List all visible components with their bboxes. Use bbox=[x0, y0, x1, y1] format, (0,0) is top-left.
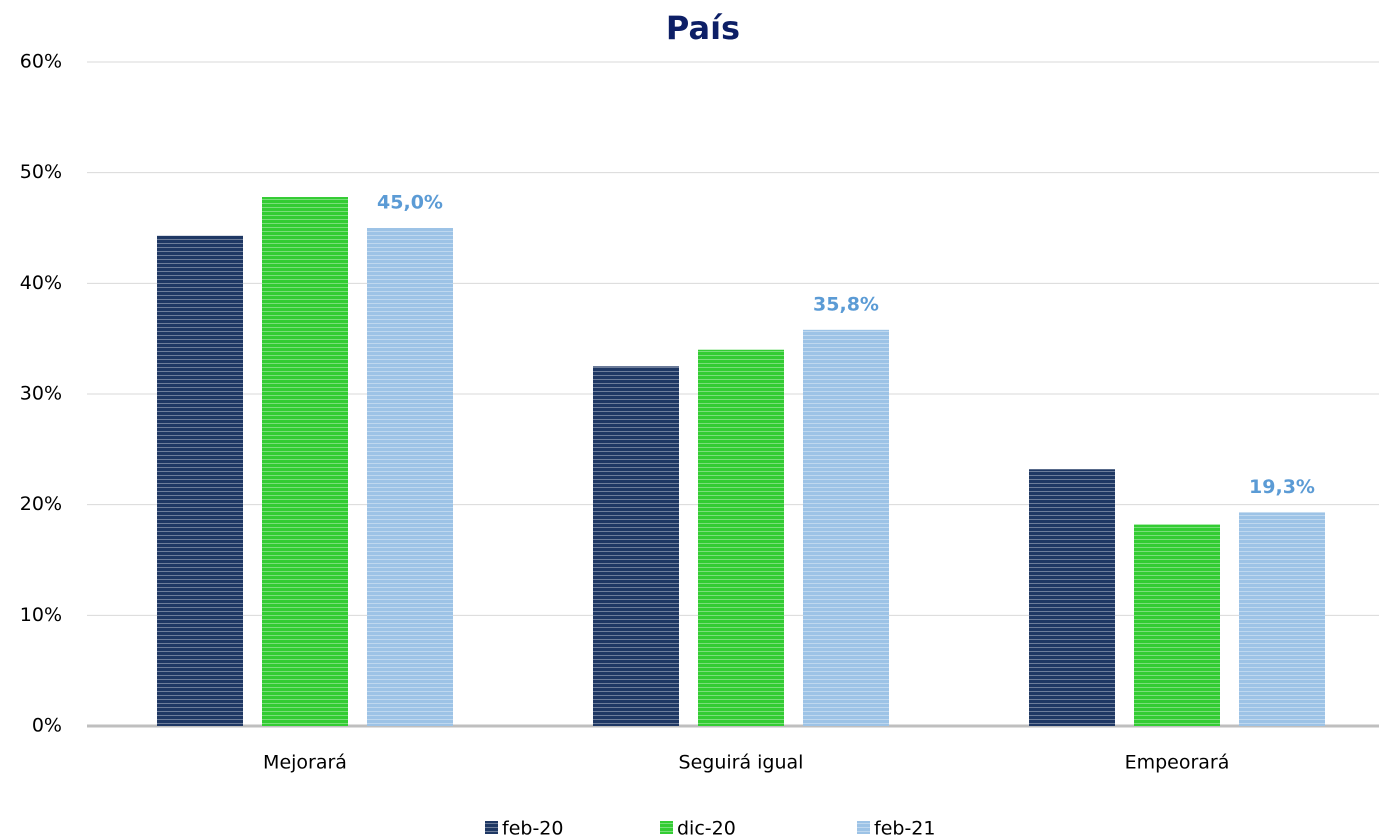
legend-label: feb-20 bbox=[502, 818, 563, 840]
legend-swatch bbox=[660, 821, 673, 834]
bar bbox=[367, 228, 453, 726]
y-tick-label: 40% bbox=[20, 272, 62, 294]
y-tick-label: 60% bbox=[20, 51, 62, 73]
legend-label: dic-20 bbox=[677, 818, 736, 840]
x-tick-label: Seguirá igual bbox=[679, 752, 804, 774]
legend-swatch bbox=[857, 821, 870, 834]
bar bbox=[1029, 469, 1115, 726]
value-label: 45,0% bbox=[377, 192, 443, 214]
bar bbox=[593, 366, 679, 726]
x-tick-label: Empeorará bbox=[1125, 752, 1230, 774]
bar bbox=[157, 235, 243, 726]
y-tick-label: 30% bbox=[20, 383, 62, 405]
bar bbox=[1134, 524, 1220, 726]
value-label: 19,3% bbox=[1249, 476, 1315, 498]
legend-swatch bbox=[485, 821, 498, 834]
bar bbox=[262, 197, 348, 727]
bar bbox=[803, 329, 889, 726]
chart-title: País bbox=[666, 9, 740, 47]
y-tick-label: 10% bbox=[20, 604, 62, 626]
y-tick-label: 50% bbox=[20, 161, 62, 183]
bar bbox=[698, 349, 784, 726]
x-tick-label: Mejorará bbox=[263, 752, 347, 774]
y-tick-label: 20% bbox=[20, 493, 62, 515]
value-label: 35,8% bbox=[813, 293, 879, 315]
bar bbox=[1239, 512, 1325, 726]
y-tick-label: 0% bbox=[32, 715, 62, 737]
legend-label: feb-21 bbox=[874, 818, 935, 840]
